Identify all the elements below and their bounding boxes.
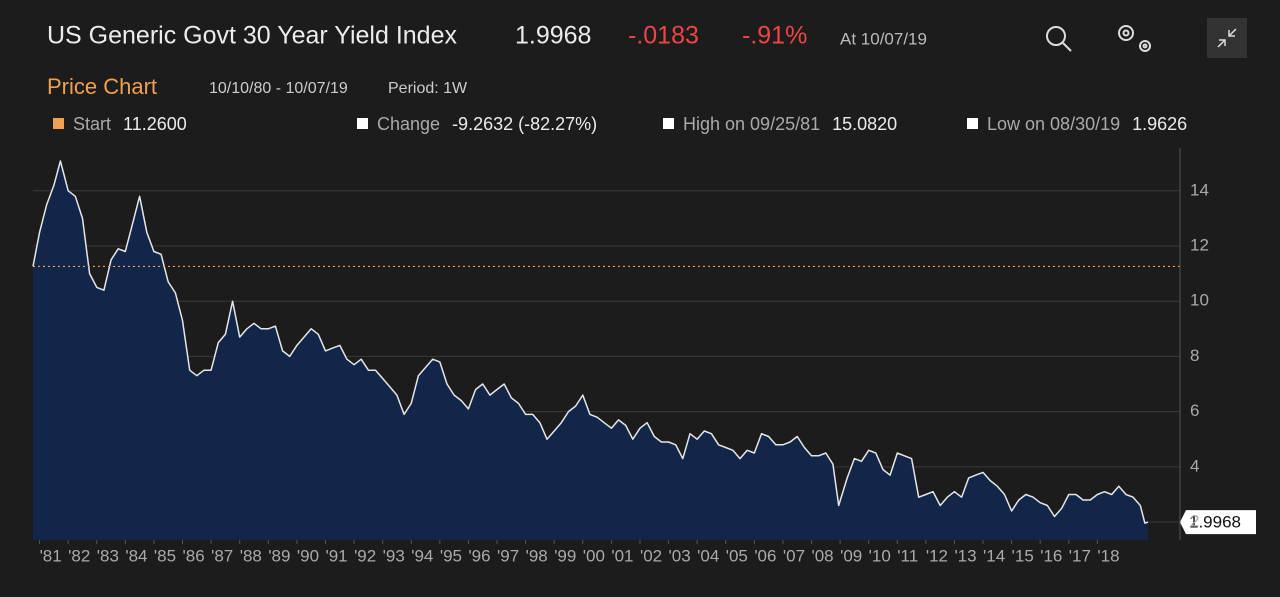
- y-tick-label: 14: [1190, 180, 1209, 199]
- x-tick-label: '98: [526, 546, 548, 565]
- x-tick-label: '91: [325, 546, 347, 565]
- x-tick-label: '12: [926, 546, 948, 565]
- collapse-button[interactable]: [1207, 18, 1247, 58]
- x-tick-label: '16: [1040, 546, 1062, 565]
- x-tick-label: '11: [897, 546, 918, 565]
- date-range: 10/10/80 - 10/07/19: [209, 80, 348, 97]
- y-tick-label: 12: [1190, 235, 1209, 254]
- stat-swatch: [663, 118, 674, 129]
- period: Period: 1W: [388, 80, 468, 97]
- stat-swatch: [53, 118, 64, 129]
- x-tick-label: '95: [440, 546, 462, 565]
- stat-name: Change: [377, 114, 440, 134]
- stat-value: 1.9626: [1132, 114, 1187, 134]
- x-tick-label: '03: [669, 546, 691, 565]
- stat-value: 11.2600: [123, 114, 187, 134]
- x-tick-label: '06: [754, 546, 776, 565]
- y-tick-label: 4: [1190, 456, 1199, 475]
- percent-change: -.91%: [742, 22, 807, 50]
- stat-value: 15.0820: [832, 114, 897, 134]
- axes: 2 4 6 8 10 12 14 '81 '82 '83 '84 '85 '86 '87 '88 '89 '90…: [39, 148, 1209, 565]
- y-tick-label: 2: [1190, 512, 1199, 531]
- x-tick-label: '90: [297, 546, 319, 565]
- stat-name: Low on 08/30/19: [987, 114, 1120, 134]
- x-tick-label: '09: [840, 546, 862, 565]
- as-of-date: At 10/07/19: [840, 29, 927, 48]
- x-tick-label: '84: [125, 546, 147, 565]
- x-tick-label: '94: [411, 546, 433, 565]
- stats-row: Start 11.2600 Change -9.2632 (-82.27%) High …: [53, 114, 1187, 134]
- y-tick-label: 10: [1190, 291, 1209, 310]
- stat-name: High on 09/25/81: [683, 114, 820, 134]
- line: [32, 160, 1149, 524]
- x-tick-label: '82: [68, 546, 90, 565]
- stat-value: -9.2632 (-82.27%): [452, 114, 597, 134]
- x-tick-label: '05: [726, 546, 748, 565]
- x-tick-label: '97: [497, 546, 519, 565]
- x-tick-label: '99: [554, 546, 576, 565]
- stat-name: Start: [73, 114, 111, 134]
- x-tick-label: '04: [697, 546, 719, 565]
- x-tick-label: '13: [954, 546, 976, 565]
- plot: 1.9968: [32, 160, 1256, 540]
- last-value-box: [1180, 510, 1256, 535]
- x-tick-label: '89: [268, 546, 290, 565]
- x-tick-label: '01: [611, 546, 633, 565]
- x-tick-label: '18: [1097, 546, 1119, 565]
- last-value-label: 1.9968: [1189, 513, 1241, 532]
- search-icon[interactable]: [1046, 26, 1072, 52]
- x-tick-label: '88: [240, 546, 262, 565]
- stat-swatch: [967, 118, 978, 129]
- x-tick-label: '81: [40, 546, 62, 565]
- x-tick-label: '87: [211, 546, 233, 565]
- x-tick-label: '93: [383, 546, 405, 565]
- x-tick-label: '15: [1012, 546, 1034, 565]
- x-tick-label: '92: [354, 546, 376, 565]
- subtitle: Price Chart: [47, 74, 157, 99]
- x-tick-label: '02: [640, 546, 662, 565]
- x-tick-label: '07: [783, 546, 805, 565]
- x-tick-label: '86: [183, 546, 205, 565]
- y-tick-label: 6: [1190, 401, 1199, 420]
- price: 1.9968: [515, 22, 591, 50]
- x-tick-label: '00: [583, 546, 605, 565]
- settings-icon[interactable]: [1118, 25, 1151, 52]
- y-tick-label: 8: [1190, 346, 1199, 365]
- x-tick-label: '08: [811, 546, 833, 565]
- chart-title: US Generic Govt 30 Year Yield Index: [47, 22, 457, 50]
- area: [33, 161, 1148, 540]
- stat-swatch: [357, 118, 368, 129]
- x-tick-label: '83: [97, 546, 119, 565]
- x-tick-label: '14: [983, 546, 1005, 565]
- x-tick-label: '96: [468, 546, 490, 565]
- x-tick-label: '10: [869, 546, 891, 565]
- x-tick-label: '85: [154, 546, 176, 565]
- change: -.0183: [628, 22, 699, 50]
- x-tick-label: '17: [1069, 546, 1091, 565]
